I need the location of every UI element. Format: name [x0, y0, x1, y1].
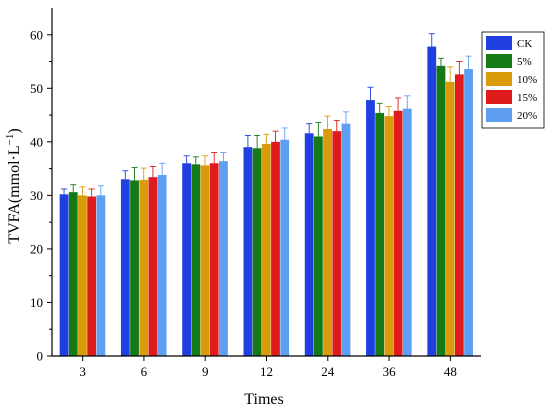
y-tick-label-10: 10 [30, 295, 43, 310]
bar-5pct-t48 [436, 65, 446, 356]
legend-swatch-5pct [486, 54, 512, 68]
bar-15pct-t48 [454, 74, 464, 356]
bar-5pct-t12 [252, 148, 262, 356]
x-tick-label-3: 3 [79, 364, 86, 379]
bar-10pct-t24 [323, 129, 332, 356]
legend-swatch-15pct [486, 90, 512, 104]
y-tick-label-40: 40 [30, 134, 43, 149]
y-tick-label-30: 30 [30, 188, 43, 203]
bar-5pct-t36 [375, 112, 385, 356]
x-tick-label-24: 24 [321, 364, 335, 379]
bar-CK-t12 [243, 147, 253, 356]
y-axis-title-superscript: −1 [4, 134, 16, 146]
y-axis-title: TVFA(mmol·L−1) [4, 128, 23, 243]
bar-10pct-t6 [139, 179, 149, 356]
bar-20pct-t24 [341, 123, 351, 356]
legend-swatch-10pct [486, 72, 512, 86]
bar-15pct-t9 [209, 163, 219, 356]
bar-CK-t24 [304, 133, 314, 356]
legend-label-20pct: 20% [517, 110, 537, 122]
y-axis-title-close: ) [6, 128, 23, 133]
bar-10pct-t12 [261, 143, 271, 356]
x-tick-label-12: 12 [260, 364, 273, 379]
legend: CK 5% 10% 15% 20% [481, 31, 545, 129]
bar-20pct-t48 [464, 69, 473, 356]
y-tick-label-50: 50 [30, 81, 43, 96]
legend-label-10pct: 10% [517, 74, 537, 86]
bar-20pct-t9 [219, 161, 228, 356]
bar-CK-t36 [366, 100, 375, 356]
x-tick-label-48: 48 [444, 364, 457, 379]
bars-layer [59, 33, 473, 357]
bar-CK-t6 [120, 179, 130, 356]
bar-20pct-t12 [280, 139, 290, 356]
bar-5pct-t24 [313, 136, 323, 356]
bar-10pct-t48 [445, 81, 455, 356]
bar-15pct-t3 [87, 196, 97, 356]
bar-20pct-t36 [402, 108, 412, 357]
bar-CK-t48 [427, 46, 437, 357]
bar-20pct-t6 [157, 175, 167, 356]
bar-10pct-t9 [200, 165, 210, 356]
x-tick-label-6: 6 [141, 364, 148, 379]
bar-5pct-t6 [130, 180, 139, 356]
y-tick-label-0: 0 [37, 349, 44, 364]
bar-15pct-t36 [393, 110, 403, 356]
legend-swatch-20pct [486, 108, 512, 122]
bar-15pct-t24 [332, 131, 342, 356]
y-tick-label-20: 20 [30, 241, 43, 256]
y-axis-title-main: TVFA(mmol·L [6, 145, 23, 243]
x-tick-label-9: 9 [202, 364, 209, 379]
legend-swatch-CK [486, 36, 512, 50]
bar-5pct-t3 [68, 192, 78, 356]
y-tick-label-60: 60 [30, 27, 43, 42]
bar-15pct-t12 [271, 141, 280, 356]
bar-CK-t9 [182, 163, 192, 356]
legend-label-15pct: 15% [517, 92, 537, 104]
bar-5pct-t9 [191, 164, 201, 356]
x-axis-title: Times [244, 391, 283, 408]
bar-10pct-t3 [78, 195, 87, 356]
bar-10pct-t36 [384, 116, 394, 357]
legend-label-5pct: 5% [517, 56, 532, 68]
bar-20pct-t3 [96, 195, 106, 356]
bar-15pct-t6 [148, 177, 158, 356]
bar-CK-t3 [59, 194, 69, 356]
x-tick-label-36: 36 [383, 364, 397, 379]
legend-label-CK: CK [517, 38, 532, 50]
